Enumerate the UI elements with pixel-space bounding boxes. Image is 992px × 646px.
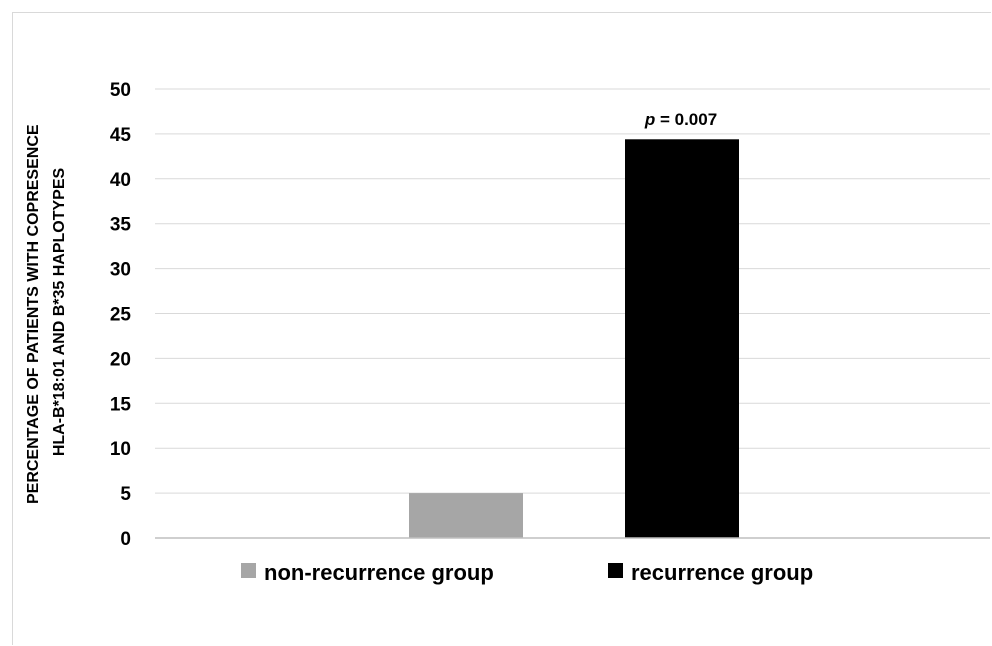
legend-label-non-recurrence: non-recurrence group	[264, 560, 494, 585]
bar-recurrence-group	[625, 139, 739, 538]
y-tick-labels: 0 5 10 15 20 25 30 35 40 45 50	[110, 80, 132, 550]
y-tick-label: 45	[110, 125, 132, 146]
bar-non-recurrence-group	[409, 493, 523, 538]
legend-label-recurrence: recurrence group	[631, 560, 813, 585]
y-tick-label: 10	[110, 439, 131, 460]
legend-swatch-recurrence	[608, 563, 623, 578]
y-tick-label: 15	[110, 394, 132, 415]
bars	[409, 139, 739, 538]
legend: non-recurrence group recurrence group	[241, 560, 813, 585]
y-tick-label: 5	[120, 484, 131, 505]
y-tick-label: 50	[110, 80, 131, 101]
y-tick-label: 35	[110, 215, 132, 236]
y-axis-label-line-2: HLA-B*18:01 AND B*35 HAPLOTYPES	[51, 167, 68, 456]
legend-swatch-non-recurrence	[241, 563, 256, 578]
y-tick-label: 30	[110, 260, 131, 281]
chart-frame	[12, 12, 991, 645]
y-tick-label: 0	[120, 529, 131, 550]
p-value-text: = 0.007	[655, 110, 717, 129]
y-axis-label-line-1: PERCENTAGE OF PATIENTS WITH COPRESENCE	[25, 124, 42, 504]
y-tick-label: 40	[110, 170, 131, 191]
p-value-annotation: p = 0.007	[644, 110, 717, 129]
y-tick-label: 25	[110, 305, 132, 326]
p-label: p	[644, 110, 655, 129]
y-tick-label: 20	[110, 349, 131, 370]
y-axis-label: PERCENTAGE OF PATIENTS WITH COPRESENCE H…	[25, 120, 68, 504]
gridlines	[155, 88, 990, 494]
